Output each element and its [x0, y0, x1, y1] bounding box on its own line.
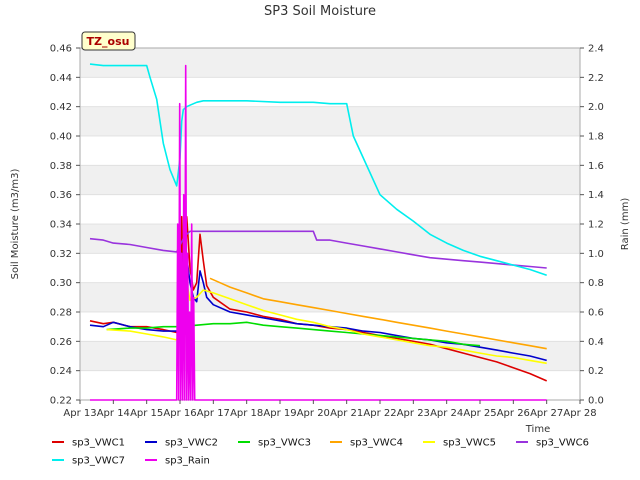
series-line-sp3-rain: [90, 64, 547, 401]
legend-item: sp3_VWC1: [52, 438, 125, 449]
x-tick-label: Apr 16: [163, 408, 196, 419]
legend-item: sp3_Rain: [145, 456, 210, 467]
y2-tick-label: 0.6: [588, 308, 604, 319]
y2-tick-label: 0.8: [588, 278, 604, 289]
grid-bands: [80, 48, 580, 401]
y-tick-label: 0.24: [50, 366, 72, 377]
grid-band: [80, 282, 580, 312]
series-line-sp3-vwc7: [89, 63, 547, 277]
y2-tick-label: 2.2: [588, 73, 604, 84]
y-tick-label: 0.38: [50, 161, 72, 172]
legend-label: sp3_VWC1: [72, 438, 125, 449]
x-tick-label: Apr 25: [463, 408, 496, 419]
y-tick-label: 0.40: [50, 132, 72, 143]
legend-label: sp3_VWC7: [72, 456, 125, 467]
y2-tick-label: 1.0: [588, 249, 604, 260]
x-axis: Apr 13 Apr 14 Apr 15 Apr 16 Apr 17 Apr 18 Apr …: [63, 400, 597, 419]
legend-item: sp3_VWC6: [516, 438, 589, 449]
legend-item: sp3_VWC4: [330, 438, 403, 449]
legend-label: sp3_VWC6: [536, 438, 589, 449]
legend-label: sp3_Rain: [165, 456, 210, 467]
legend-item: sp3_VWC7: [52, 456, 125, 467]
legend-label: sp3_VWC2: [165, 438, 218, 449]
y-axis-left: 0.22 0.24 0.26 0.28 0.30 0.32 0.34 0.36 0.38 0.40…: [50, 44, 80, 407]
legend-item: sp3_VWC5: [423, 438, 496, 449]
y2-tick-label: 1.2: [588, 220, 604, 231]
y-tick-label: 0.34: [50, 220, 72, 231]
x-tick-label: Apr 13: [63, 408, 96, 419]
y-tick-label: 0.42: [50, 102, 72, 113]
series-line-sp3-vwc3: [106, 321, 481, 347]
y2-tick-label: 2.0: [588, 102, 604, 113]
series-layer: [89, 63, 548, 401]
x-tick-label: Apr 23: [397, 408, 430, 419]
y-axis-right: 0.0 0.2 0.4 0.6 0.8 1.0 1.2 1.4 1.6 1.8 2.0 2.2 2.4: [580, 44, 604, 407]
y-tick-label: 0.28: [50, 308, 72, 319]
grid-band: [80, 165, 580, 195]
x-tick-label: Apr 19: [263, 408, 296, 419]
legend-label: sp3_VWC5: [443, 438, 496, 449]
series-line-sp3-vwc4: [209, 277, 547, 350]
legend-label: sp3_VWC4: [350, 438, 403, 449]
y-tick-label: 0.30: [50, 278, 72, 289]
y2-tick-label: 1.8: [588, 132, 604, 143]
legend: sp3_VWC1 sp3_VWC2 sp3_VWC3 sp3_VWC4 sp3_VWC5…: [52, 438, 589, 467]
y-tick-label: 0.26: [50, 337, 72, 348]
x-axis-label: Time: [525, 424, 550, 435]
y2-tick-label: 1.4: [588, 190, 604, 201]
y-tick-label: 0.22: [50, 396, 72, 407]
station-badge-text: TZ_osu: [87, 35, 130, 48]
station-badge: TZ_osu: [81, 31, 136, 51]
chart-title: SP3 Soil Moisture: [264, 4, 376, 19]
y-tick-label: 0.36: [50, 190, 72, 201]
y2-tick-label: 0.2: [588, 366, 604, 377]
series-line-sp3-vwc6: [89, 230, 547, 269]
legend-item: sp3_VWC2: [145, 438, 218, 449]
x-tick-label: Apr 14: [97, 408, 130, 419]
y2-tick-label: 0.4: [588, 337, 604, 348]
grid-band: [80, 224, 580, 254]
x-tick-label: Apr 17: [197, 408, 230, 419]
x-tick-label: Apr 21: [330, 408, 363, 419]
x-tick-label: Apr 28: [563, 408, 596, 419]
y2-tick-label: 1.6: [588, 161, 604, 172]
legend-label: sp3_VWC3: [258, 438, 311, 449]
y-tick-label: 0.46: [50, 44, 72, 55]
x-tick-label: Apr 20: [297, 408, 330, 419]
x-tick-label: Apr 22: [363, 408, 396, 419]
y-axis-label: Soil Moisture (m3/m3): [10, 169, 21, 280]
station-badge-box: [81, 31, 136, 51]
x-tick-label: Apr 27: [530, 408, 563, 419]
x-tick-label: Apr 26: [497, 408, 530, 419]
x-tick-label: Apr 15: [130, 408, 163, 419]
y-tick-label: 0.32: [50, 249, 72, 260]
x-tick-label: Apr 24: [430, 408, 463, 419]
x-tick-label: Apr 18: [230, 408, 263, 419]
y2-axis-label: Rain (mm): [620, 198, 631, 251]
y2-tick-label: 0.0: [588, 396, 604, 407]
grid-band: [80, 48, 580, 78]
grid-band: [80, 106, 580, 136]
legend-item: sp3_VWC3: [238, 438, 311, 449]
y-tick-label: 0.44: [50, 73, 72, 84]
y2-tick-label: 2.4: [588, 44, 604, 55]
